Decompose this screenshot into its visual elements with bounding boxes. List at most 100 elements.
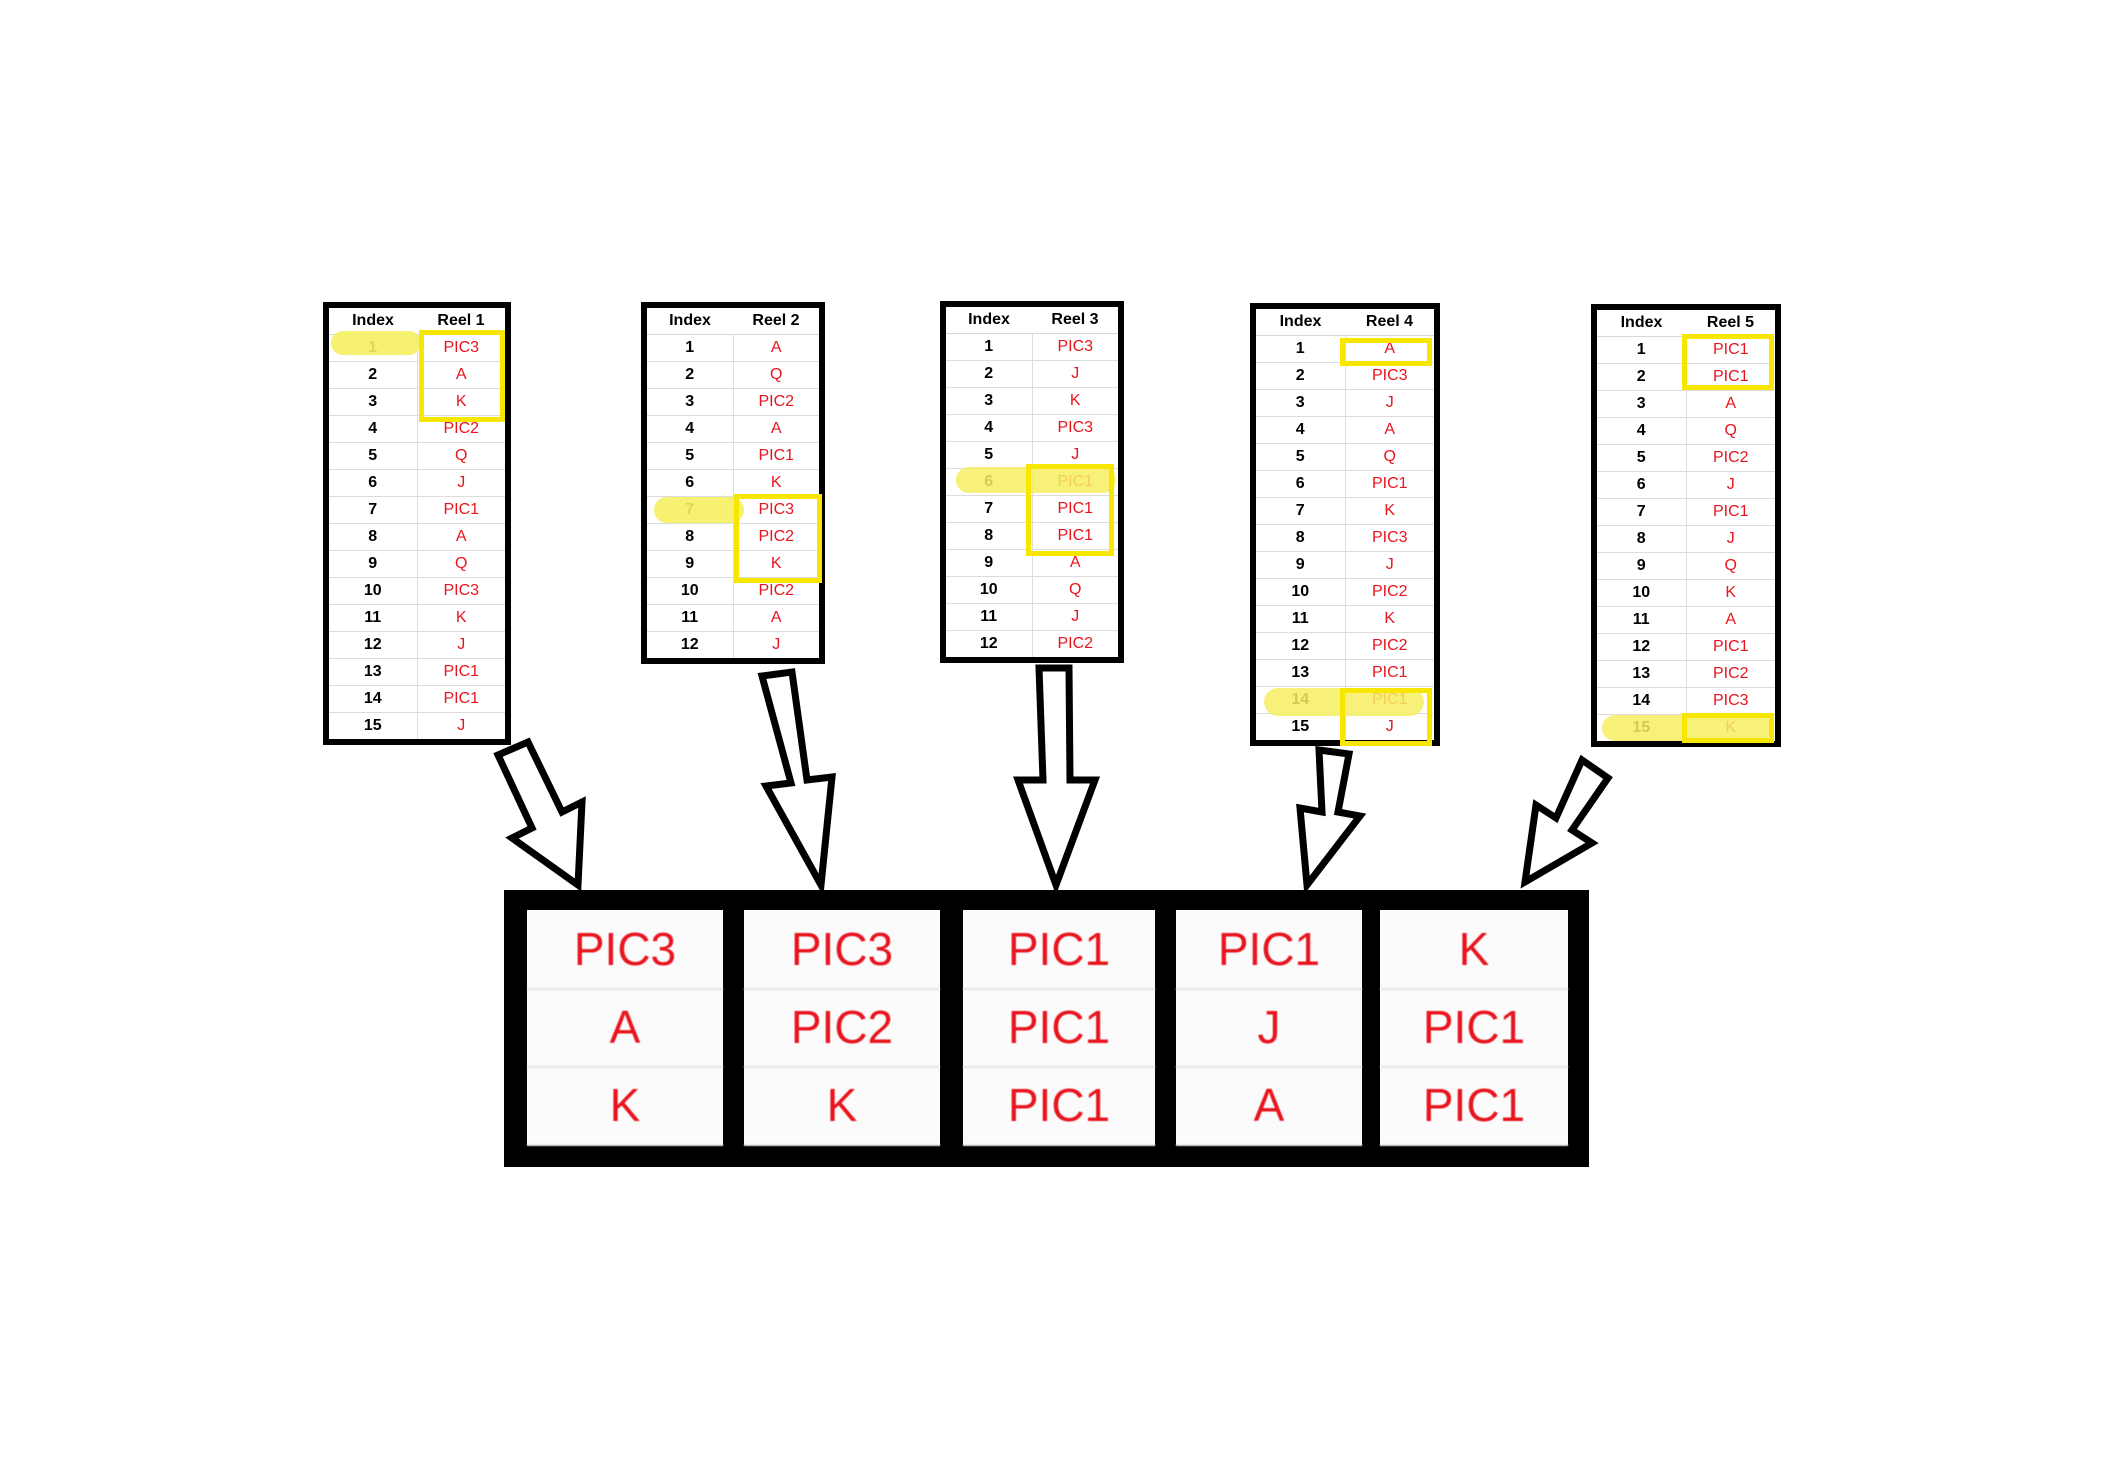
result-symbol: J [1176, 988, 1362, 1068]
symbol-cell: PIC3 [1032, 333, 1118, 361]
symbol-cell: PIC1 [1345, 659, 1434, 687]
result-symbol: PIC2 [744, 988, 940, 1068]
index-cell: 1 [946, 333, 1033, 361]
symbol-cell: A [417, 523, 505, 551]
index-cell: 7 [1256, 497, 1346, 525]
symbol-cell: A [733, 604, 819, 632]
index-cell: 14 [1597, 687, 1687, 715]
symbol-cell: A [417, 361, 505, 389]
symbol-cell: J [1032, 603, 1118, 631]
index-cell: 8 [329, 523, 418, 551]
table-row: 15 J [1256, 713, 1434, 740]
table-row: 5 PIC2 [1597, 444, 1775, 472]
index-cell: 3 [647, 388, 734, 416]
index-cell: 6 [1256, 470, 1346, 498]
table-row: 12 J [647, 631, 819, 658]
result-column-4: PIC1 J A [1176, 910, 1362, 1146]
index-cell: 1 [1597, 336, 1687, 364]
index-cell: 8 [1597, 525, 1687, 553]
result-column-5: K PIC1 PIC1 [1380, 910, 1568, 1146]
arrow-reel-5 [1520, 754, 1613, 889]
index-cell: 3 [1256, 389, 1346, 417]
symbol-cell: Q [1686, 552, 1775, 580]
index-header: Index [1256, 309, 1345, 336]
index-cell: 13 [1256, 659, 1346, 687]
symbol-cell: PIC2 [1032, 630, 1118, 657]
symbol-cell: K [417, 604, 505, 632]
symbol-cell: PIC2 [1686, 660, 1775, 688]
index-cell: 13 [329, 658, 418, 686]
index-cell: 15 [329, 712, 418, 739]
symbol-cell: Q [1345, 443, 1434, 471]
symbol-cell: J [1345, 713, 1434, 740]
index-cell: 7 [946, 495, 1033, 523]
symbol-cell: Q [417, 442, 505, 470]
symbol-cell: A [733, 415, 819, 443]
index-cell: 9 [1597, 552, 1687, 580]
index-cell: 11 [647, 604, 734, 632]
symbol-cell: J [1686, 525, 1775, 553]
table-row: 10 PIC2 [1256, 578, 1434, 606]
table-row: 11 K [1256, 605, 1434, 633]
symbol-cell: Q [417, 550, 505, 578]
index-cell: 13 [1597, 660, 1687, 688]
symbol-cell: PIC1 [417, 658, 505, 686]
result-symbol: PIC1 [1380, 988, 1568, 1068]
index-cell: 9 [946, 549, 1033, 577]
table-row: 15 J [329, 712, 505, 739]
index-cell: 4 [1597, 417, 1687, 445]
index-cell: 4 [329, 415, 418, 443]
symbol-cell: J [1686, 471, 1775, 499]
result-symbol: PIC3 [744, 910, 940, 990]
table-row: 11 J [946, 603, 1118, 631]
result-symbol: PIC3 [527, 910, 723, 990]
symbol-cell: PIC3 [417, 334, 505, 362]
index-cell: 9 [329, 550, 418, 578]
table-row: 4 PIC3 [946, 414, 1118, 442]
index-cell: 8 [647, 523, 734, 551]
index-cell: 6 [1597, 471, 1687, 499]
symbol-cell: J [1032, 441, 1118, 469]
result-symbol: PIC1 [963, 910, 1155, 990]
index-cell: 14 [329, 685, 418, 713]
result-symbol: K [527, 1066, 723, 1146]
index-cell: 9 [1256, 551, 1346, 579]
result-symbol: A [527, 988, 723, 1068]
symbol-cell: J [1345, 389, 1434, 417]
symbol-cell: PIC1 [417, 685, 505, 713]
symbol-cell: K [733, 550, 819, 578]
selection-box-reel-4-top [1340, 338, 1432, 366]
table-row: 11 A [647, 604, 819, 632]
index-cell: 5 [946, 441, 1033, 469]
reel-header: Reel 2 [733, 308, 819, 335]
index-cell: 1 [647, 334, 734, 362]
index-cell: 12 [329, 631, 418, 659]
result-symbol: K [1380, 910, 1568, 990]
symbol-cell: J [417, 469, 505, 497]
index-cell: 11 [1256, 605, 1346, 633]
index-cell: 5 [1597, 444, 1687, 472]
reel-4-table: Index Reel 4 1 A 2 PIC3 3 J 4 A 5 Q 6 PIC1 7 K 8 PIC3 9 J… [1250, 303, 1440, 746]
symbol-cell: K [1686, 579, 1775, 607]
index-cell: 2 [329, 361, 418, 389]
index-cell: 2 [946, 360, 1033, 388]
index-cell: 6 [329, 469, 418, 497]
index-cell: 2 [1256, 362, 1346, 390]
table-row: 13 PIC1 [1256, 659, 1434, 687]
table-row: 10 PIC3 [329, 577, 505, 605]
reel-header: Reel 3 [1032, 307, 1118, 334]
reel-rows: 1PIC32A3K4PIC25Q6J7PIC18A9Q10PIC311K12J1… [329, 334, 505, 739]
symbol-cell: K [1345, 497, 1434, 525]
symbol-cell: PIC3 [1345, 524, 1434, 552]
